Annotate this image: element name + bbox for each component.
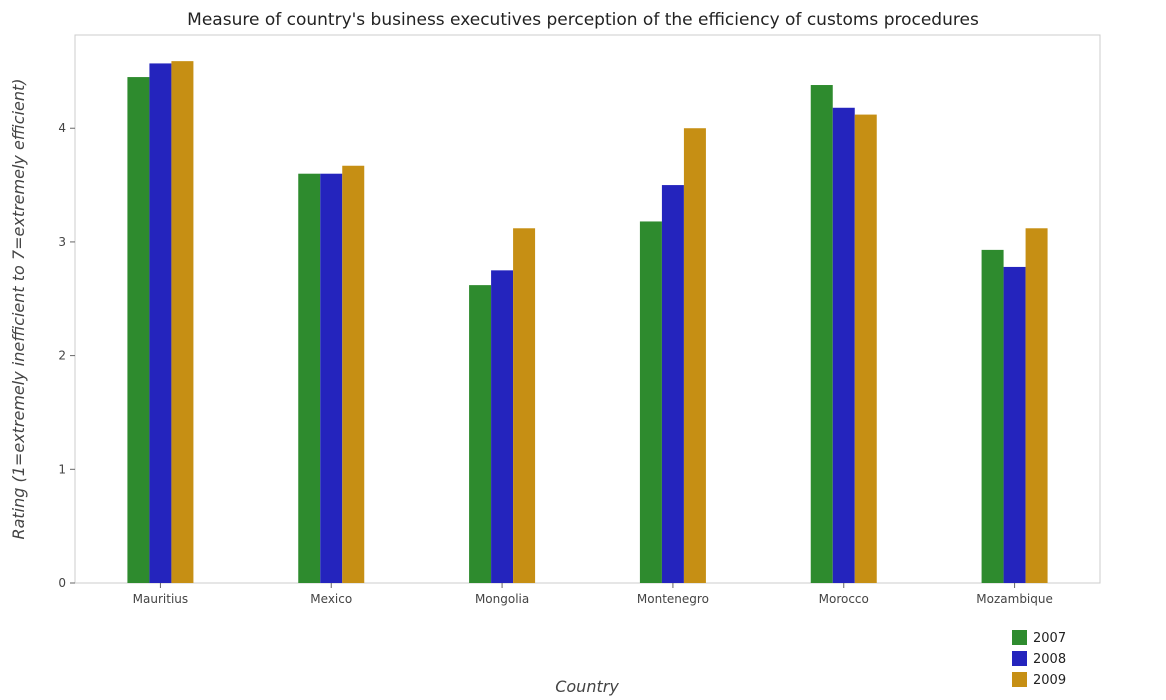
bar-montenegro-2009 [683,128,706,583]
legend-swatch-2008 [1012,651,1027,666]
legend-label-2007: 2007 [1033,631,1066,646]
x-axis-label: Country [555,677,619,696]
x-tick-label: Mexico [310,592,352,606]
x-tick-label: Mozambique [976,592,1053,606]
x-tick-label: Mongolia [475,592,529,606]
bars [127,61,1048,584]
bar-morocco-2009 [854,114,877,584]
bar-mozambique-2009 [1025,228,1048,583]
bar-mongolia-2008 [491,270,514,583]
bar-mozambique-2008 [1003,266,1026,583]
y-tick-label: 1 [58,462,66,476]
bar-mauritius-2007 [127,77,150,583]
y-tick-label: 2 [58,349,66,363]
bar-mongolia-2009 [513,228,536,583]
legend-label-2009: 2009 [1033,673,1066,688]
y-axis: 0 1 2 3 4 [58,121,75,590]
bar-montenegro-2007 [639,221,662,584]
plot-area [74,34,1101,584]
legend-swatch-2009 [1012,672,1027,687]
y-tick-label: 3 [58,235,66,249]
y-tick-label: 4 [58,121,66,135]
y-tick-label: 0 [58,576,66,590]
bar-mauritius-2008 [149,63,172,584]
legend: 2007 2008 2009 [1012,630,1066,688]
bar-mauritius-2009 [171,61,194,584]
bar-morocco-2008 [832,107,855,583]
bar-morocco-2007 [810,85,833,583]
bar-mexico-2008 [320,173,343,584]
bar-mozambique-2007 [981,249,1004,583]
x-axis: Mauritius Mexico Mongolia Montenegro Morocco… [133,583,1053,606]
legend-swatch-2007 [1012,630,1027,645]
x-tick-label: Montenegro [637,592,709,606]
legend-label-2008: 2008 [1033,652,1066,667]
x-tick-label: Mauritius [133,592,188,606]
y-axis-label: Rating (1=extremely inefficient to 7=ext… [9,78,28,539]
bar-mongolia-2007 [469,285,492,583]
bar-mexico-2007 [298,173,321,584]
x-tick-label: Morocco [819,592,869,606]
bar-mexico-2009 [342,165,365,583]
chart-title: Measure of country's business executives… [187,10,979,30]
bar-montenegro-2008 [661,185,684,583]
